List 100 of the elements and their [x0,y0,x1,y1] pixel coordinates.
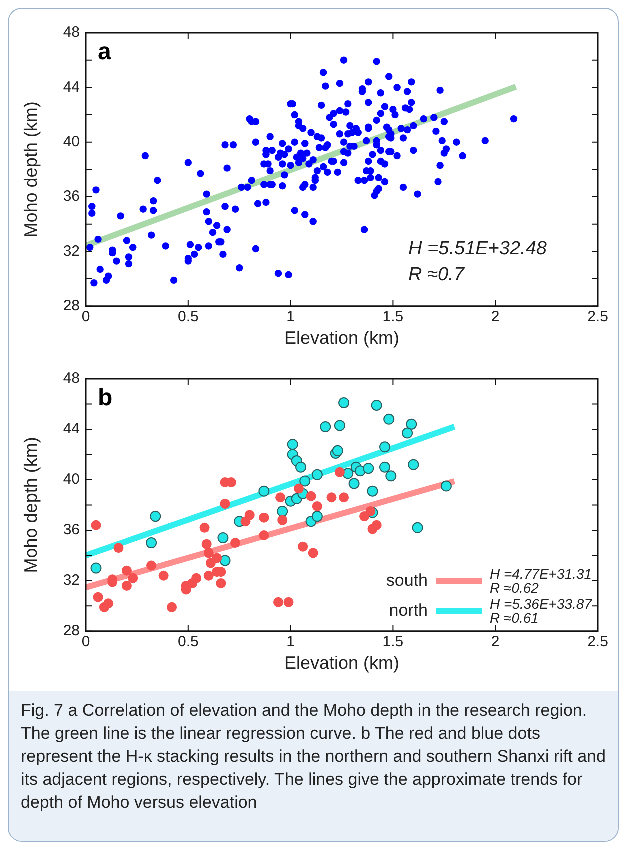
point [348,478,360,490]
point [312,469,323,480]
annotation: R ≈0.7 [408,264,466,286]
point [91,520,102,530]
point [334,467,345,478]
point [277,506,288,518]
point [440,480,452,492]
x-tick-label: 2.5 [588,634,608,651]
point [338,397,350,408]
point [320,421,332,432]
point [244,510,255,520]
point [380,442,391,453]
point [259,512,270,523]
point [274,597,284,608]
point [402,428,414,439]
point [298,542,308,552]
point [104,598,114,609]
point [150,511,162,522]
point [294,484,304,494]
y-tick-label: 44 [63,420,80,438]
annotation: R ≈0.61 [490,610,540,626]
annotation: H =4.77E+31.31 [490,566,592,582]
x-axis-title: Elevation (km) [284,328,400,348]
x-tick-label: 0.5 [178,308,199,326]
point [384,414,395,425]
point [146,538,158,549]
x-tick-label: 0 [82,634,90,651]
point [216,578,226,588]
point [372,520,382,530]
annotation: H =5.51E+32.48 [408,238,548,260]
y-tick-label: 40 [63,471,80,488]
point [212,553,222,564]
y-tick-label: 32 [63,242,80,260]
annotation: H =5.36E+33.87 [490,596,592,612]
x-tick-label: 0 [82,308,90,326]
point [146,560,157,571]
y-tick-label: 28 [63,622,80,640]
chart-title: a [98,38,112,66]
point [230,538,241,548]
point [167,602,178,612]
point [202,539,212,550]
x-tick-label: 1 [286,634,295,651]
point [312,501,322,512]
point [218,532,229,544]
chart-title: b [98,384,113,412]
y-tick-label: 40 [63,134,80,150]
point [128,573,138,584]
point [339,492,350,503]
y-axis-title: Moho depth (km) [20,102,41,238]
point [287,439,298,450]
y-tick-label: 32 [63,572,80,590]
x-axis-title: Elevation (km) [284,653,400,674]
point [312,511,323,522]
point [308,548,318,558]
point [366,506,376,517]
y-tick-label: 44 [63,78,80,96]
y-tick-label: 36 [63,188,80,206]
point [220,498,230,509]
point [114,543,124,554]
point [204,570,214,581]
point [363,463,374,474]
point [122,566,132,576]
caption: Fig. 7 a Correlation of elevation and the Moho depth in the research region. The green line is the linear regression curve. b The red and blue dots represent the H-κ stacking results in the northern and southern Shanxi rift and its adjacent regions, respectively. The lines give the approximate trends for depth of Moho versus elevation [21,700,606,814]
point [300,476,311,487]
point [296,462,307,473]
point [284,597,294,608]
point [192,573,202,584]
x-tick-label: 1.5 [382,308,404,326]
point [326,492,337,503]
point [367,486,378,497]
point [220,555,231,566]
point [276,492,286,503]
point [412,522,424,534]
point [408,459,420,470]
point [334,420,346,432]
point [158,570,169,581]
y-tick-label: 48 [63,24,80,42]
x-tick-label: 1 [286,308,295,326]
y-tick-label: 28 [63,298,80,315]
point [386,470,397,482]
x-tick-label: 2 [491,634,500,651]
point [406,418,418,430]
x-tick-label: 2.5 [588,308,608,326]
point [371,400,382,411]
point [200,522,210,533]
point [122,580,132,591]
legend-label: north [388,601,428,622]
point [259,530,270,540]
annotation: R ≈0.62 [490,580,540,596]
point [306,491,316,502]
x-tick-label: 0.5 [178,634,199,651]
point [332,445,344,456]
y-tick-label: 48 [63,370,80,388]
y-axis-title: Moho depth (km) [20,437,41,574]
x-tick-label: 1.5 [382,634,404,651]
point [93,592,104,602]
point [90,562,102,574]
point [380,462,391,473]
point [258,486,270,497]
x-tick-label: 2 [491,308,500,326]
